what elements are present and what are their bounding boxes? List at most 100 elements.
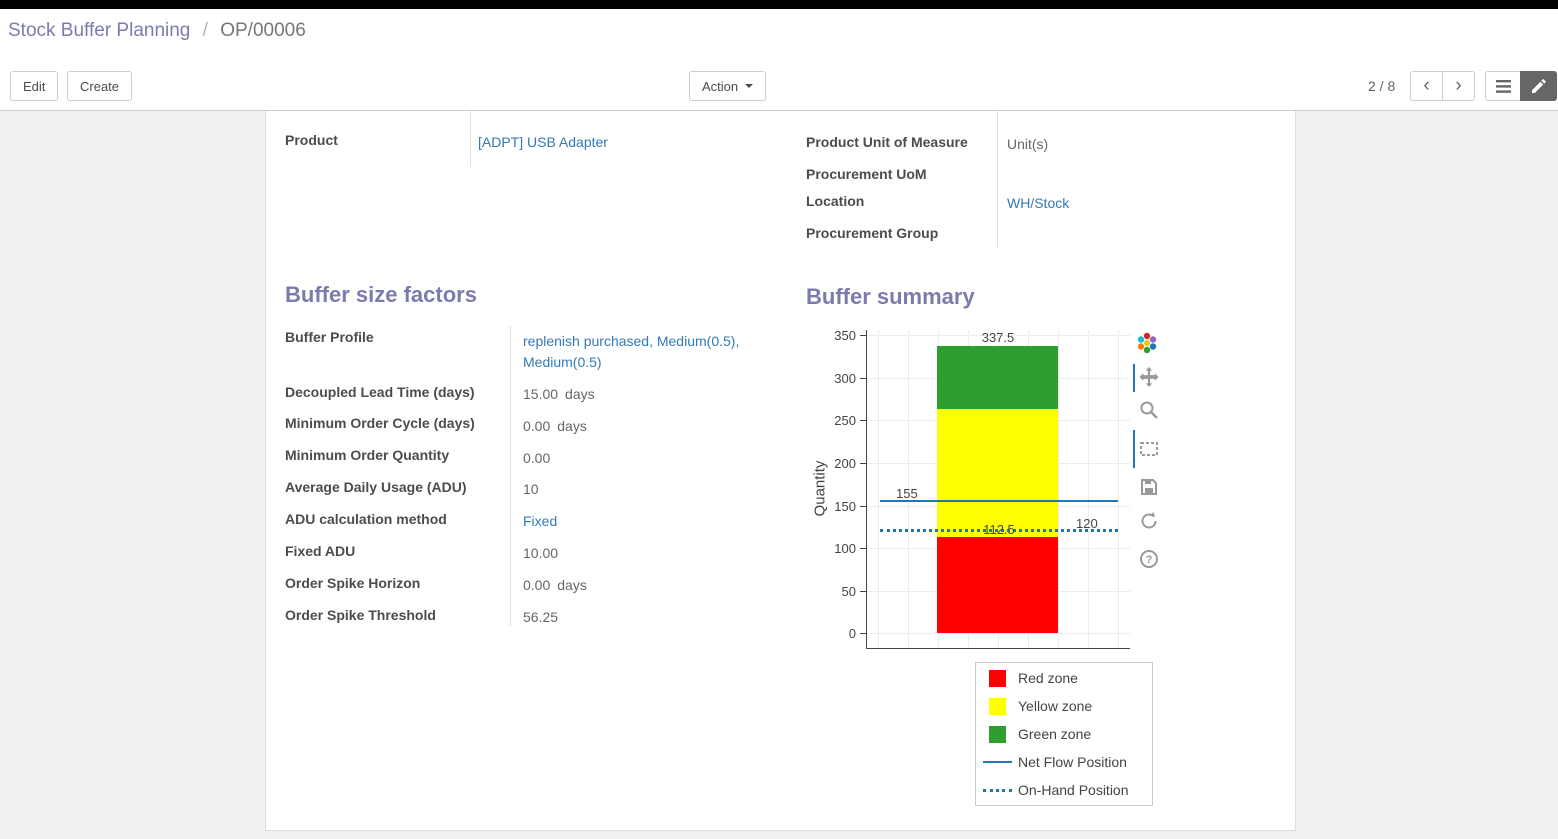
product-link[interactable]: [ADPT] USB Adapter [478, 134, 608, 150]
on-hand-position-line[interactable] [880, 529, 1118, 532]
legend-swatch-box [976, 761, 1018, 763]
chart-legend: Red zone Yellow zone Green zone Net Flow… [975, 662, 1153, 806]
y-tick-label: 250 [834, 413, 856, 428]
pager-next-button[interactable]: › [1442, 71, 1475, 101]
y-tick-label: 300 [834, 371, 856, 386]
procurement-uom-field-label: Procurement UoM [806, 166, 927, 182]
list-view-button[interactable] [1485, 71, 1521, 101]
pager-counter: 2 / 8 [1368, 78, 1396, 94]
location-field-label: Location [806, 193, 865, 209]
help-icon[interactable]: ? [1139, 549, 1159, 574]
green-zone-bar[interactable] [937, 346, 1058, 409]
x-gridline [908, 330, 909, 648]
chevron-down-icon [745, 84, 754, 88]
order-spike-threshold-label: Order Spike Threshold [285, 607, 436, 623]
breadcrumb-current: OP/00006 [220, 20, 306, 41]
value-suffix: days [557, 577, 587, 593]
yellow-zone-bar[interactable] [937, 409, 1058, 537]
legend-label: Net Flow Position [1018, 754, 1127, 770]
red-swatch-icon [988, 669, 1006, 687]
net-flow-position-line[interactable] [880, 500, 1118, 502]
legend-swatch-box [976, 788, 1018, 792]
breadcrumb: Stock Buffer Planning / OP/00006 [8, 20, 306, 42]
x-gridline [878, 330, 879, 648]
location-link[interactable]: WH/Stock [1007, 195, 1070, 211]
y-tick-mark [860, 420, 866, 421]
green-swatch-icon [988, 725, 1006, 743]
buffer-profile-value: replenish purchased, Medium(0.5), Medium… [523, 331, 773, 373]
buffer-summary-title: Buffer summary [806, 284, 975, 309]
edit-button[interactable]: Edit [10, 71, 59, 101]
list-icon [1495, 79, 1511, 93]
y-tick-label: 0 [848, 626, 856, 641]
green-top-annotation: 337.5 [981, 330, 1015, 345]
y-axis-line [866, 330, 867, 648]
zoom-icon[interactable] [1139, 400, 1159, 425]
legend-label: Red zone [1018, 670, 1078, 686]
y-tick-mark [860, 633, 866, 634]
pager-previous-button[interactable]: ‹ [1410, 71, 1443, 101]
legend-swatch-box [976, 725, 1018, 743]
save-icon[interactable] [1139, 477, 1159, 502]
fixed-adu-value: 10.00 [523, 545, 559, 561]
legend-item-net-flow[interactable]: Net Flow Position [976, 749, 1152, 775]
legend-item-yellow-zone[interactable]: Yellow zone [976, 693, 1152, 719]
create-button[interactable]: Create [67, 71, 133, 101]
form-view-button[interactable] [1520, 71, 1557, 101]
decoupled-lead-time-label: Decoupled Lead Time (days) [285, 384, 475, 400]
adu-label: Average Daily Usage (ADU) [285, 479, 467, 495]
value-suffix: days [565, 386, 595, 402]
buffer-size-factors-title: Buffer size factors [285, 282, 477, 307]
breadcrumb-parent-link[interactable]: Stock Buffer Planning [8, 20, 191, 41]
pan-icon[interactable] [1139, 367, 1159, 392]
y-tick-mark [860, 506, 866, 507]
min-order-qty-value: 0.00 [523, 450, 551, 466]
adu-method-link[interactable]: Fixed [523, 513, 558, 529]
product-field-label: Product [285, 132, 338, 148]
plotly-logo-icon[interactable] [1135, 331, 1159, 360]
fixed-adu-label: Fixed ADU [285, 543, 356, 559]
value-text: 0.00 [523, 418, 551, 434]
x-axis-line [866, 648, 1130, 649]
top-navbar[interactable] [0, 0, 1558, 9]
legend-item-on-hand[interactable]: On-Hand Position [976, 777, 1152, 803]
value-suffix: days [557, 418, 587, 434]
box-select-icon[interactable] [1139, 439, 1159, 464]
form-pencil-icon [1531, 79, 1546, 93]
y-tick-label: 200 [834, 456, 856, 471]
chevron-left-icon: ‹ [1423, 75, 1430, 96]
action-label: Action [702, 78, 739, 94]
legend-label: Yellow zone [1018, 698, 1093, 714]
y-tick-label: 100 [834, 541, 856, 556]
procurement-group-field-label: Procurement Group [806, 225, 939, 241]
buffer-profile-link[interactable]: replenish purchased, Medium(0.5), Medium… [523, 333, 740, 370]
order-spike-horizon-label: Order Spike Horizon [285, 575, 421, 591]
min-order-cycle-label: Minimum Order Cycle (days) [285, 415, 475, 431]
uom-field-value: Unit(s) [1007, 136, 1049, 152]
reset-axes-icon[interactable] [1139, 511, 1159, 536]
adu-value: 10 [523, 481, 539, 497]
min-order-cycle-value: 0.00 days [523, 418, 587, 434]
y-tick-mark [860, 463, 866, 464]
yellow-swatch-icon [988, 697, 1006, 715]
y-tick-mark [860, 548, 866, 549]
legend-label: On-Hand Position [1018, 782, 1129, 798]
legend-item-green-zone[interactable]: Green zone [976, 721, 1152, 747]
min-order-qty-label: Minimum Order Quantity [285, 447, 450, 463]
action-dropdown-button[interactable]: Action [689, 71, 767, 101]
legend-swatch-box [976, 669, 1018, 687]
legend-item-red-zone[interactable]: Red zone [976, 665, 1152, 691]
red-top-annotation: 112.5 [983, 522, 1015, 537]
adu-method-value: Fixed [523, 513, 557, 529]
column-separator [510, 326, 511, 626]
column-separator [470, 111, 471, 167]
modebar-active-indicator [1133, 364, 1135, 392]
breadcrumb-separator: / [202, 20, 208, 41]
y-axis-title: Quantity [811, 460, 829, 517]
legend-label: Green zone [1018, 726, 1092, 742]
modebar-active-indicator [1133, 430, 1135, 468]
red-zone-bar[interactable] [937, 537, 1058, 633]
y-tick-label: 150 [834, 499, 856, 514]
column-separator [997, 111, 998, 247]
decoupled-lead-time-value: 15.00 days [523, 386, 595, 402]
